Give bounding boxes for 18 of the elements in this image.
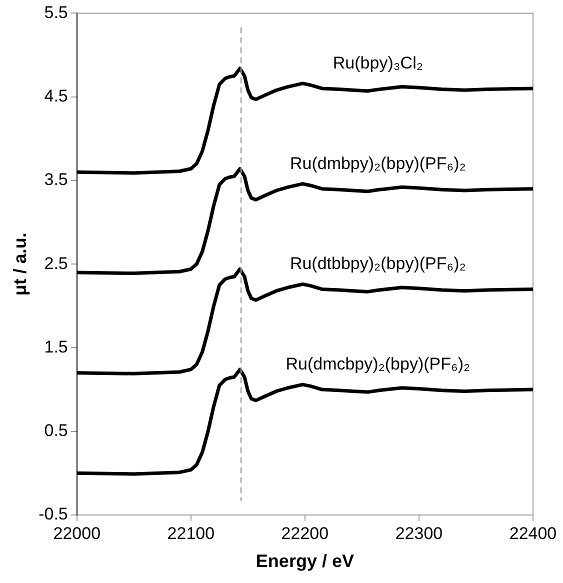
y-tick-label: 0.5 xyxy=(44,421,68,440)
y-tick-label: -0.5 xyxy=(38,504,68,524)
y-axis-title: μt / a.u. xyxy=(10,232,30,296)
y-tick-label: 5.5 xyxy=(44,2,68,22)
x-tick-label: 22200 xyxy=(281,524,329,543)
y-tick-label: 4.5 xyxy=(44,86,68,106)
series-label: Ru(bpy)₃Cl₂ xyxy=(332,53,423,72)
y-tick-label: 2.5 xyxy=(44,254,68,273)
series-label: Ru(dmbpy)₂(bpy)(PF₆)₂ xyxy=(290,154,466,173)
series-label: Ru(dtbbpy)₂(bpy)(PF₆)₂ xyxy=(290,254,466,274)
x-tick-label: 22300 xyxy=(395,524,443,543)
y-tick-label: 1.5 xyxy=(44,337,68,356)
x-tick-label: 22100 xyxy=(167,524,215,543)
x-tick-label: 22400 xyxy=(509,524,557,543)
y-tick-label: 3.5 xyxy=(44,170,68,190)
x-tick-label: 22000 xyxy=(53,524,101,543)
series-label: Ru(dmcbpy)₂(bpy)(PF₆)₂ xyxy=(286,354,470,374)
x-axis-title: Energy / eV xyxy=(256,551,354,572)
